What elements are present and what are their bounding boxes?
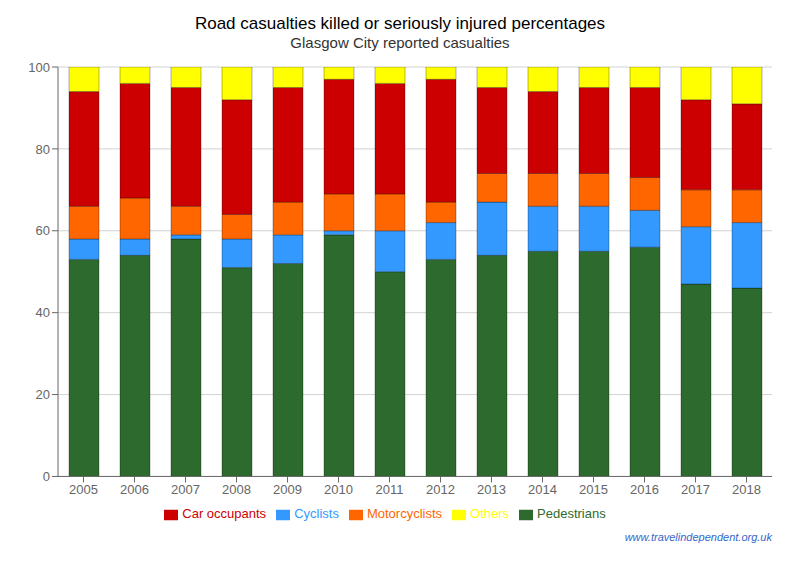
svg-text:2009: 2009 <box>273 482 302 497</box>
svg-text:2014: 2014 <box>528 482 557 497</box>
svg-text:2010: 2010 <box>324 482 353 497</box>
html-text:Road casualties killed or seri: Road casualties killed or seriously inju… <box>194 14 605 33</box>
svg-text:80: 80 <box>36 142 50 157</box>
svg-text:60: 60 <box>36 223 50 238</box>
svg-text:2008: 2008 <box>222 482 251 497</box>
html-text:Others: Others <box>470 506 509 522</box>
html-text:Cyclists: Cyclists <box>294 506 339 522</box>
svg-text:100: 100 <box>28 60 50 75</box>
svg-text:2013: 2013 <box>477 482 506 497</box>
html-text:Car occupants: Car occupants <box>182 506 267 522</box>
svg-text:2015: 2015 <box>579 482 608 497</box>
html-text:Motorcyclists: Motorcyclists <box>366 506 442 522</box>
html-text:Glasgow City reported casualti: Glasgow City reported casualties <box>290 34 510 51</box>
svg-text:2018: 2018 <box>732 482 761 497</box>
svg-text:40: 40 <box>36 305 50 320</box>
html-text:www.travelindependent.org.uk: www.travelindependent.org.uk <box>624 531 772 543</box>
svg-text:2016: 2016 <box>630 482 659 497</box>
svg-text:2017: 2017 <box>681 482 710 497</box>
svg-text:2012: 2012 <box>426 482 455 497</box>
svg-text:20: 20 <box>36 387 50 402</box>
svg-text:2007: 2007 <box>171 482 200 497</box>
svg-text:0: 0 <box>43 469 50 484</box>
svg-text:2011: 2011 <box>376 482 404 497</box>
html-text:Pedestrians: Pedestrians <box>537 506 606 522</box>
svg-text:2005: 2005 <box>69 482 98 497</box>
svg-text:2006: 2006 <box>120 482 149 497</box>
